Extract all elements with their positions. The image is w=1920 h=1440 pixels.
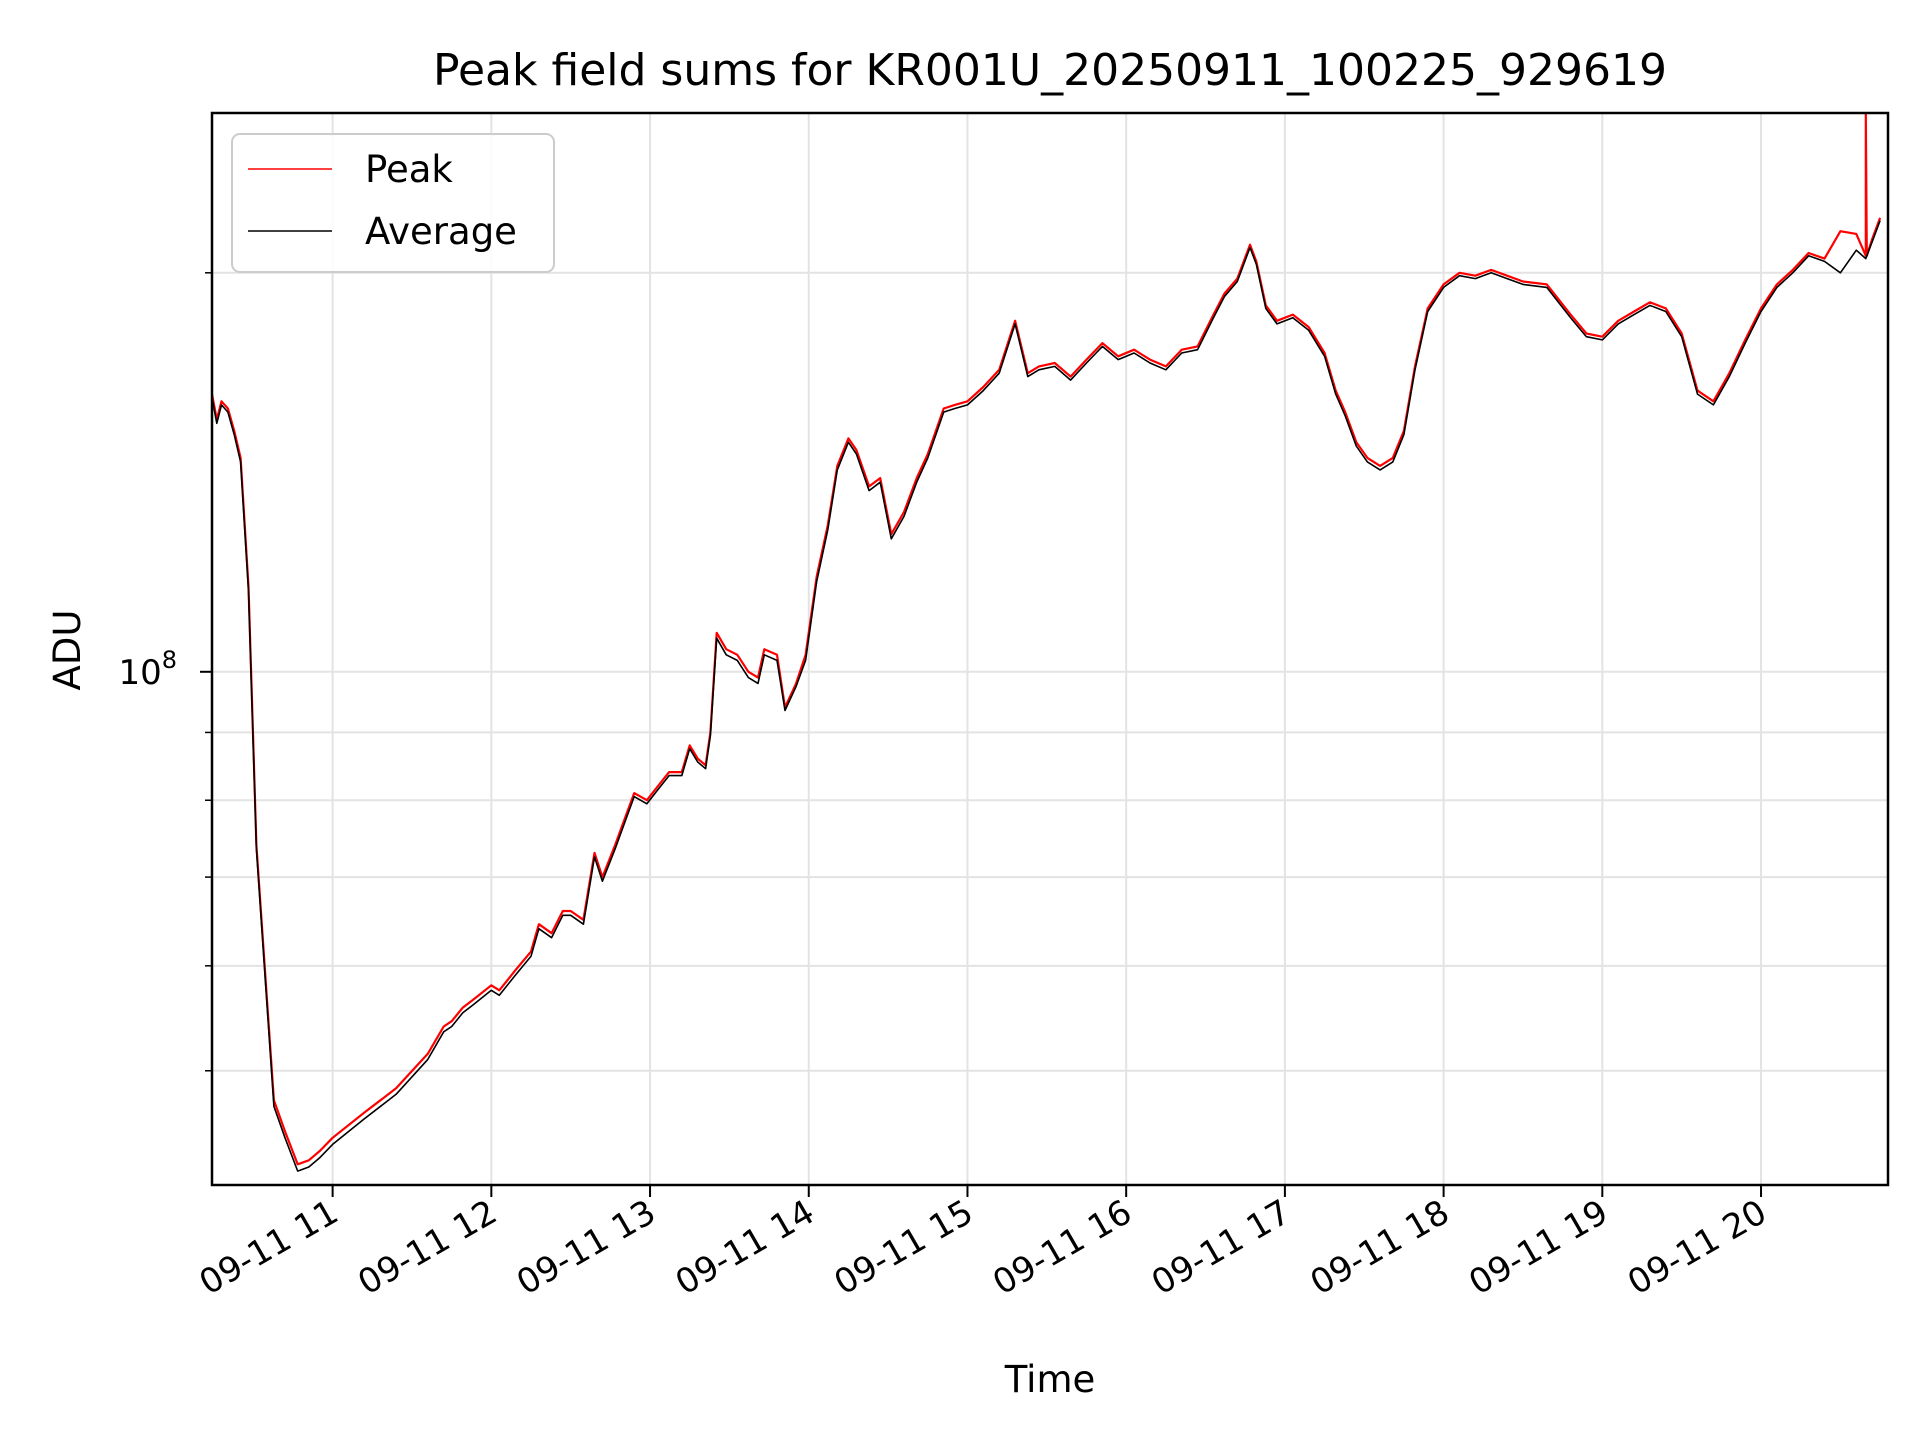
x-axis-label: Time	[1004, 1358, 1096, 1401]
y-tick-label-base: 10	[118, 653, 161, 693]
y-tick-10e8: 108	[118, 646, 177, 693]
legend: Peak Average	[231, 133, 555, 273]
legend-label-peak: Peak	[365, 148, 453, 191]
chart-title: Peak field sums for KR001U_20250911_1002…	[433, 45, 1667, 96]
series-line-average	[211, 220, 1881, 1172]
series-lines	[210, 111, 1882, 1172]
series-line-peak	[210, 111, 1882, 1166]
plot-area-frame	[210, 111, 1890, 1187]
y-axis-label: ADU	[46, 610, 89, 691]
svg-text:108: 108	[118, 646, 177, 693]
grid	[212, 113, 1888, 1185]
legend-label-average: Average	[365, 210, 517, 253]
y-tick-label-exponent: 8	[162, 646, 177, 674]
